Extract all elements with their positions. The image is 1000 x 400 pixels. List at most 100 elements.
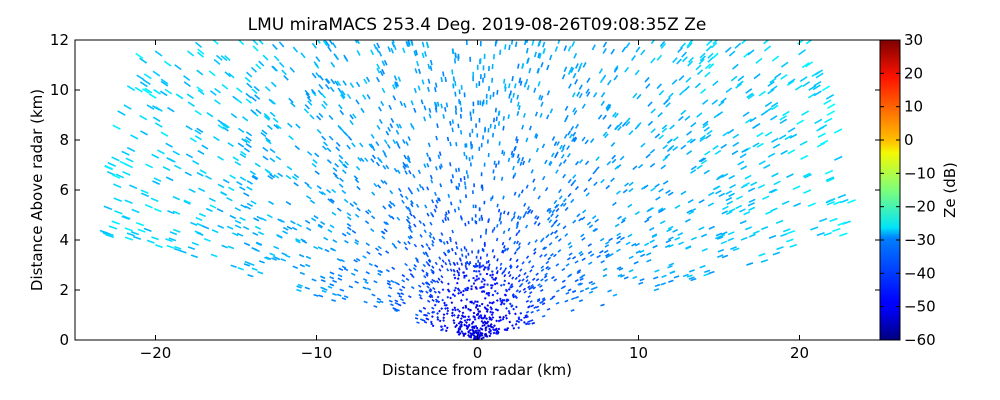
reflectivity-pixel	[494, 107, 497, 113]
reflectivity-pixel	[202, 225, 210, 230]
reflectivity-pixel	[483, 200, 486, 205]
reflectivity-pixel	[394, 309, 398, 313]
reflectivity-pixel	[527, 322, 531, 326]
reflectivity-pixel	[440, 264, 444, 268]
reflectivity-pixel	[167, 209, 175, 215]
reflectivity-pixel	[668, 236, 674, 241]
reflectivity-pixel	[535, 272, 539, 276]
reflectivity-pixel	[704, 63, 712, 70]
reflectivity-pixel	[457, 206, 460, 211]
reflectivity-pixel	[677, 115, 684, 122]
reflectivity-pixel	[509, 265, 513, 270]
reflectivity-pixel	[260, 217, 267, 222]
reflectivity-pixel	[381, 68, 385, 75]
reflectivity-pixel	[456, 277, 460, 281]
reflectivity-pixel	[532, 251, 537, 255]
reflectivity-pixel	[840, 198, 849, 204]
reflectivity-pixel	[451, 69, 454, 75]
reflectivity-pixel	[567, 69, 572, 75]
reflectivity-pixel	[550, 152, 555, 158]
reflectivity-pixel	[418, 293, 422, 297]
reflectivity-pixel	[143, 73, 152, 80]
reflectivity-pixel	[767, 80, 775, 87]
reflectivity-pixel	[464, 304, 468, 308]
reflectivity-pixel	[217, 155, 224, 161]
reflectivity-pixel	[388, 214, 393, 219]
reflectivity-pixel	[605, 240, 610, 245]
reflectivity-pixel	[493, 176, 496, 181]
reflectivity-pixel	[710, 42, 718, 49]
reflectivity-pixel	[397, 303, 402, 307]
reflectivity-pixel	[399, 193, 404, 198]
reflectivity-pixel	[334, 162, 340, 168]
reflectivity-pixel	[342, 80, 347, 86]
reflectivity-pixel	[508, 311, 511, 315]
reflectivity-pixel	[699, 52, 706, 59]
reflectivity-pixel	[540, 101, 544, 107]
reflectivity-pixel	[515, 232, 519, 237]
reflectivity-pixel	[271, 65, 278, 72]
reflectivity-pixel	[447, 259, 451, 263]
reflectivity-pixel	[572, 289, 577, 293]
reflectivity-pixel	[531, 40, 535, 46]
reflectivity-pixel	[583, 187, 588, 193]
reflectivity-pixel	[445, 211, 448, 216]
reflectivity-pixel	[440, 328, 443, 332]
reflectivity-pixel	[469, 132, 471, 138]
reflectivity-pixel	[346, 93, 352, 100]
reflectivity-pixel	[272, 117, 279, 123]
reflectivity-pixel	[414, 317, 419, 320]
colorbar-tick-label: −10	[904, 164, 936, 182]
reflectivity-pixel	[401, 285, 406, 289]
reflectivity-pixel	[370, 133, 375, 139]
reflectivity-pixel	[316, 128, 322, 135]
reflectivity-pixel	[444, 217, 447, 222]
reflectivity-pixel	[662, 180, 669, 185]
reflectivity-pixel	[536, 309, 540, 312]
reflectivity-pixel	[485, 228, 488, 232]
reflectivity-pixel	[371, 215, 376, 220]
reflectivity-pixel	[651, 234, 658, 239]
reflectivity-pixel	[380, 100, 385, 107]
reflectivity-pixel	[812, 84, 821, 91]
reflectivity-pixel	[391, 84, 396, 90]
reflectivity-pixel	[617, 125, 622, 132]
reflectivity-pixel	[529, 269, 533, 273]
reflectivity-pixel	[578, 282, 584, 286]
reflectivity-pixel	[253, 85, 260, 92]
reflectivity-pixel	[720, 231, 728, 236]
reflectivity-pixel	[478, 81, 481, 87]
reflectivity-pixel	[513, 240, 517, 245]
reflectivity-pixel	[659, 40, 666, 47]
reflectivity-pixel	[465, 298, 469, 301]
reflectivity-pixel	[437, 277, 441, 281]
reflectivity-pixel	[353, 175, 359, 180]
reflectivity-pixel	[438, 268, 442, 272]
reflectivity-pixel	[290, 101, 296, 108]
reflectivity-pixel	[628, 130, 634, 136]
reflectivity-pixel	[407, 220, 411, 225]
reflectivity-pixel	[447, 210, 450, 214]
reflectivity-pixel	[613, 74, 619, 81]
reflectivity-pixel	[553, 141, 558, 147]
reflectivity-pixel	[824, 117, 833, 124]
reflectivity-pixel	[518, 290, 522, 294]
reflectivity-pixel	[306, 195, 312, 200]
reflectivity-pixel	[638, 163, 644, 169]
reflectivity-pixel	[487, 128, 490, 133]
reflectivity-pixel	[770, 207, 778, 212]
reflectivity-pixel	[348, 285, 354, 289]
reflectivity-pixel	[355, 165, 361, 171]
reflectivity-pixel	[475, 306, 478, 309]
reflectivity-pixel	[323, 236, 329, 241]
reflectivity-pixel	[564, 233, 569, 237]
reflectivity-pixel	[461, 311, 465, 315]
reflectivity-pixel	[748, 198, 756, 204]
reflectivity-pixel	[496, 203, 499, 208]
reflectivity-pixel	[214, 87, 221, 94]
reflectivity-pixel	[246, 82, 253, 89]
reflectivity-pixel	[475, 270, 478, 273]
reflectivity-pixel	[124, 227, 133, 232]
reflectivity-pixel	[107, 161, 117, 167]
reflectivity-pixel	[496, 308, 500, 312]
